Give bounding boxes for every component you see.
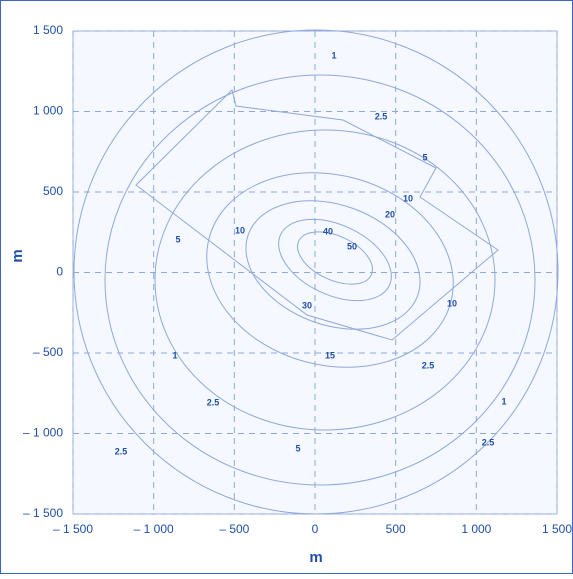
- y-tick-label: 1 000: [33, 104, 63, 118]
- x-tick-label: – 1 000: [134, 522, 174, 536]
- contour-label: 40: [323, 226, 333, 236]
- contour-label: 10: [235, 225, 245, 235]
- contour-label: 1: [172, 350, 177, 360]
- contour-label: 1: [501, 396, 506, 406]
- contour-label: 5: [175, 234, 180, 244]
- y-tick-label: – 1 000: [23, 426, 63, 440]
- x-tick-label: 1 500: [542, 522, 572, 536]
- x-tick-label: – 1 500: [53, 522, 93, 536]
- contour-label: 30: [302, 300, 312, 310]
- x-tick-label: 500: [386, 522, 406, 536]
- contour-label: 2.5: [482, 437, 495, 447]
- y-tick-label: 500: [43, 184, 63, 198]
- contour-label: 10: [403, 193, 413, 203]
- contour-label: 2.5: [375, 111, 388, 121]
- contour-label: 20: [385, 209, 395, 219]
- contour-label: 2.5: [422, 360, 435, 370]
- contour-label: 10: [447, 298, 457, 308]
- y-axis-label: m: [9, 249, 26, 262]
- x-tick-label: – 500: [219, 522, 249, 536]
- contour-label: 50: [347, 241, 357, 251]
- contour-label: 5: [295, 443, 300, 453]
- y-tick-label: 1 500: [33, 23, 63, 37]
- x-tick-label: 0: [312, 522, 319, 536]
- contour-label: 5: [422, 152, 427, 162]
- y-tick-label: – 1 500: [23, 506, 63, 520]
- chart: m m – 1 500– 1 000– 50005001 0001 500– 1…: [0, 0, 573, 574]
- contour-label: 2.5: [207, 397, 220, 407]
- x-tick-label: 1 000: [461, 522, 491, 536]
- contour-label: 15: [325, 350, 335, 360]
- contour-label: 1: [331, 50, 336, 60]
- y-tick-label: – 500: [33, 345, 63, 359]
- y-tick-label: 0: [56, 265, 63, 279]
- x-axis-label: m: [309, 549, 322, 566]
- contour-label: 2.5: [115, 446, 128, 456]
